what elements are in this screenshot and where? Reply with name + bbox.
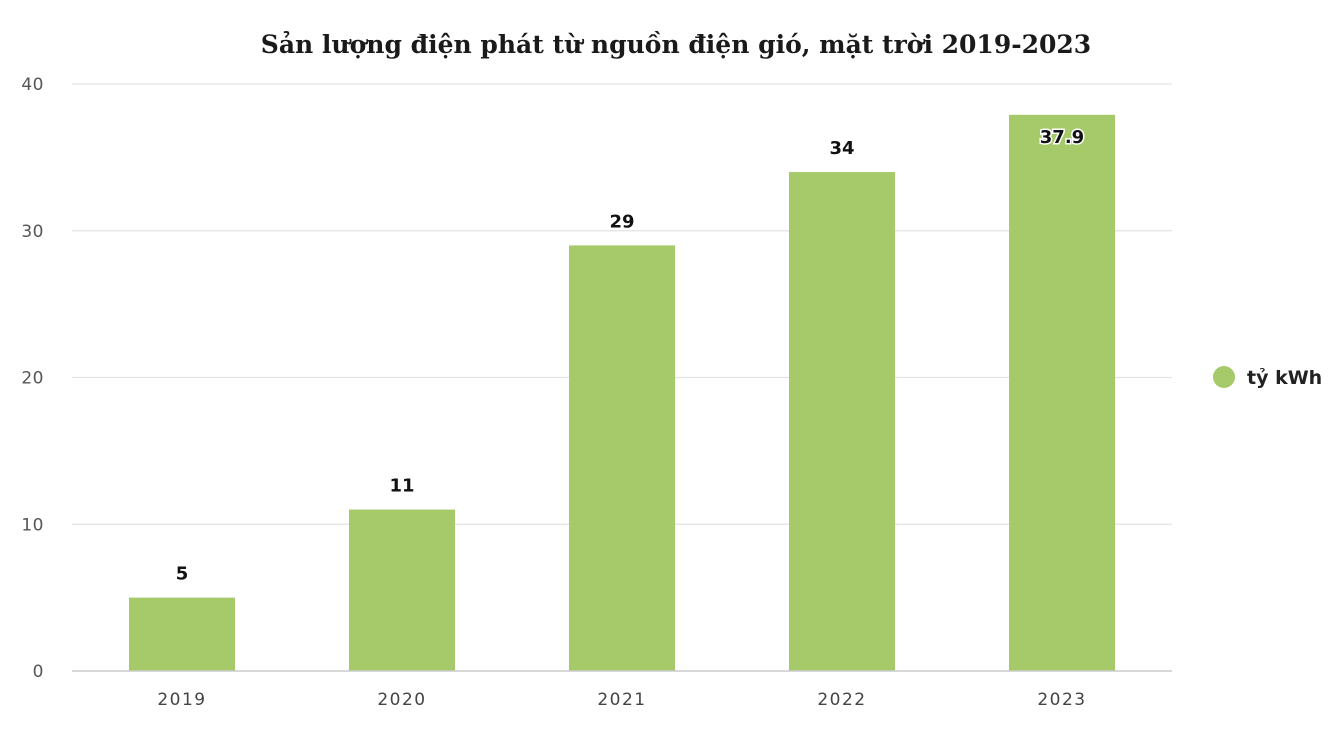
data-label: 11: [389, 476, 414, 497]
bar-2023[interactable]: [1009, 114, 1115, 671]
x-tick-label: 2022: [817, 690, 866, 710]
y-tick-label: 30: [21, 222, 44, 242]
y-tick-label: 20: [21, 369, 44, 389]
legend[interactable]: tỷ kWh: [1213, 366, 1322, 389]
data-label: 34: [829, 138, 854, 159]
x-tick-label: 2019: [157, 690, 206, 710]
data-label: 5: [176, 564, 189, 585]
x-tick-label: 2021: [597, 690, 646, 710]
bar-2019[interactable]: [129, 597, 235, 671]
chart-title: Sản lượng điện phát từ nguồn điện gió, m…: [260, 30, 1092, 59]
bar-2022[interactable]: [789, 172, 895, 672]
x-tick-label: 2020: [377, 690, 426, 710]
data-label: 29: [609, 211, 634, 232]
data-label: 37.9: [1040, 127, 1084, 148]
y-tick-label: 40: [21, 75, 44, 95]
y-tick-label: 10: [21, 515, 44, 535]
legend-marker-icon: [1213, 366, 1235, 388]
legend-label: tỷ kWh: [1247, 367, 1322, 389]
x-tick-label: 2023: [1037, 690, 1086, 710]
bar-2021[interactable]: [569, 245, 675, 672]
y-tick-label: 0: [33, 662, 44, 682]
bar-2020[interactable]: [349, 509, 455, 671]
